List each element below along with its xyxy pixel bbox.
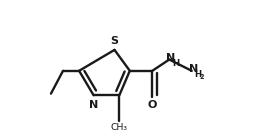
Text: N: N: [89, 100, 98, 110]
Text: N: N: [189, 64, 198, 74]
Text: H: H: [172, 59, 179, 68]
Text: H: H: [195, 70, 202, 79]
Text: S: S: [110, 36, 118, 46]
Text: N: N: [166, 53, 175, 63]
Text: CH₃: CH₃: [111, 123, 128, 132]
Text: O: O: [148, 100, 157, 110]
Text: 2: 2: [199, 74, 204, 80]
